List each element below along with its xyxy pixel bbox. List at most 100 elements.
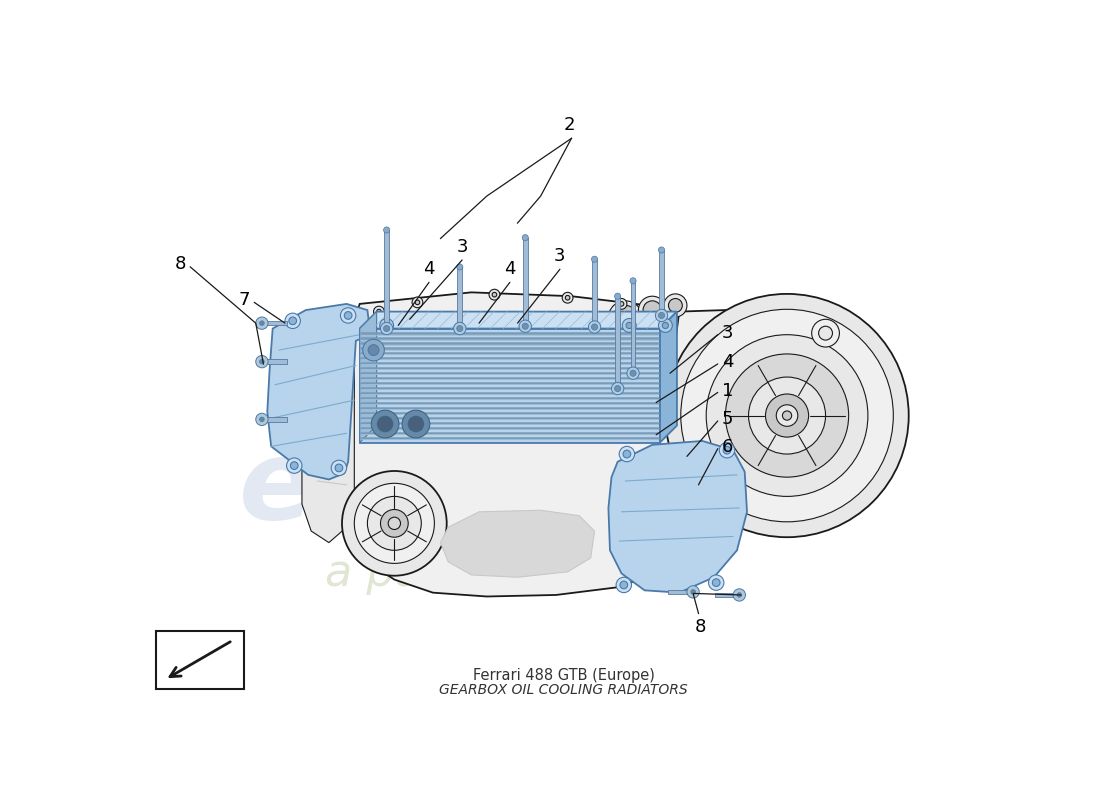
Circle shape xyxy=(255,317,268,330)
Circle shape xyxy=(367,496,421,550)
Circle shape xyxy=(592,324,597,330)
Polygon shape xyxy=(344,292,706,597)
Text: 6: 6 xyxy=(722,438,733,456)
Text: 2: 2 xyxy=(563,117,575,134)
Circle shape xyxy=(777,405,797,426)
Text: Ferrari 488 GTB (Europe): Ferrari 488 GTB (Europe) xyxy=(473,668,654,683)
Circle shape xyxy=(377,416,393,432)
Circle shape xyxy=(620,581,628,589)
Circle shape xyxy=(686,586,700,598)
Circle shape xyxy=(656,310,668,322)
Circle shape xyxy=(659,247,664,253)
Circle shape xyxy=(456,326,463,332)
Bar xyxy=(715,593,739,598)
Circle shape xyxy=(354,483,434,563)
Bar xyxy=(262,321,286,326)
Bar xyxy=(360,329,660,442)
Text: 1: 1 xyxy=(722,382,733,400)
Circle shape xyxy=(363,339,384,361)
Circle shape xyxy=(726,354,849,477)
Bar xyxy=(659,250,664,315)
Circle shape xyxy=(713,578,721,586)
Circle shape xyxy=(630,278,636,284)
Circle shape xyxy=(669,298,682,312)
Circle shape xyxy=(342,471,447,576)
Circle shape xyxy=(659,312,664,318)
Circle shape xyxy=(384,322,389,329)
Circle shape xyxy=(519,320,531,332)
Text: 3: 3 xyxy=(456,238,468,256)
Circle shape xyxy=(623,450,630,458)
Circle shape xyxy=(384,326,389,332)
Bar xyxy=(262,359,286,364)
Text: 5: 5 xyxy=(722,410,733,429)
Circle shape xyxy=(659,318,672,332)
Circle shape xyxy=(734,589,746,601)
Polygon shape xyxy=(360,312,376,442)
Circle shape xyxy=(368,345,378,355)
Circle shape xyxy=(412,297,422,308)
Circle shape xyxy=(616,578,631,593)
Circle shape xyxy=(588,321,601,333)
Circle shape xyxy=(260,321,264,326)
Circle shape xyxy=(331,460,346,476)
Bar xyxy=(384,230,389,329)
Circle shape xyxy=(706,334,868,496)
Circle shape xyxy=(255,355,268,368)
Circle shape xyxy=(289,317,297,325)
Circle shape xyxy=(522,234,528,241)
Circle shape xyxy=(626,322,632,329)
Text: 8: 8 xyxy=(175,255,186,273)
Circle shape xyxy=(666,294,909,538)
Circle shape xyxy=(260,417,264,422)
Polygon shape xyxy=(301,327,354,542)
Circle shape xyxy=(616,298,627,310)
Circle shape xyxy=(415,300,420,305)
Circle shape xyxy=(691,590,695,594)
Circle shape xyxy=(379,318,394,332)
Circle shape xyxy=(374,306,384,317)
Bar xyxy=(669,590,693,594)
Circle shape xyxy=(381,510,408,538)
Circle shape xyxy=(615,293,620,299)
Polygon shape xyxy=(670,310,852,526)
Circle shape xyxy=(766,394,808,437)
Text: 8: 8 xyxy=(695,618,706,636)
Text: GEARBOX OIL COOLING RADIATORS: GEARBOX OIL COOLING RADIATORS xyxy=(439,682,689,697)
Circle shape xyxy=(565,295,570,300)
Circle shape xyxy=(260,359,264,364)
Circle shape xyxy=(644,301,661,319)
Circle shape xyxy=(384,227,389,233)
Circle shape xyxy=(681,310,893,522)
Polygon shape xyxy=(440,510,594,578)
Circle shape xyxy=(613,306,638,330)
Circle shape xyxy=(782,411,792,420)
Polygon shape xyxy=(608,441,747,593)
Circle shape xyxy=(408,416,424,432)
Text: a pass: a pass xyxy=(326,552,469,595)
Circle shape xyxy=(522,323,528,330)
Bar xyxy=(458,267,462,329)
Circle shape xyxy=(403,410,430,438)
Circle shape xyxy=(290,462,298,470)
Text: 4: 4 xyxy=(722,354,733,371)
Circle shape xyxy=(372,410,399,438)
Circle shape xyxy=(737,593,741,598)
Circle shape xyxy=(723,446,730,454)
Bar xyxy=(630,281,636,373)
Circle shape xyxy=(627,367,639,379)
Circle shape xyxy=(344,312,352,319)
Circle shape xyxy=(615,386,620,392)
Circle shape xyxy=(719,442,735,458)
Circle shape xyxy=(664,294,686,317)
Circle shape xyxy=(708,575,724,590)
Circle shape xyxy=(619,446,635,462)
Circle shape xyxy=(456,264,463,270)
Circle shape xyxy=(638,296,667,324)
Circle shape xyxy=(286,458,301,474)
Circle shape xyxy=(612,382,624,394)
Text: 3: 3 xyxy=(722,324,733,342)
Circle shape xyxy=(255,414,268,426)
Circle shape xyxy=(749,377,825,454)
Circle shape xyxy=(453,322,466,334)
